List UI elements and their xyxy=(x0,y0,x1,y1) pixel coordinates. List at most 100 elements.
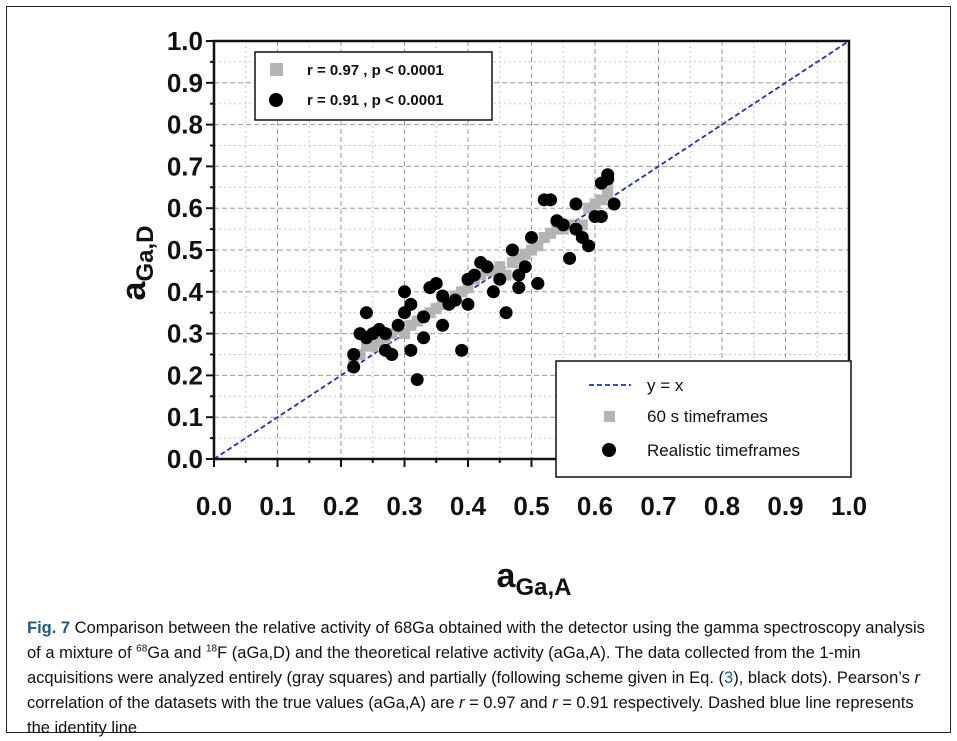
stats-legend-entry-2: r = 0.91 , p < 0.0001 xyxy=(307,92,444,109)
data-point-circle xyxy=(461,297,475,311)
stats-legend-square-marker xyxy=(270,63,283,76)
legend-entry-realistic: Realistic timeframes xyxy=(647,441,800,460)
data-point-square xyxy=(462,282,474,294)
data-point-circle xyxy=(417,310,431,324)
data-point-square xyxy=(545,227,557,239)
plot-border xyxy=(212,39,851,461)
data-point-square xyxy=(506,257,518,269)
data-point-square xyxy=(602,190,614,202)
data-point-circle xyxy=(455,343,469,357)
data-point-circle xyxy=(378,327,392,341)
data-point-square xyxy=(399,328,410,340)
figure-frame: 0.0 0.1 0.2 0.3 0.4 0.5 0.6 0.7 0.8 0.9 1.0 0.0 0.1… xyxy=(6,6,951,737)
y-tick-label: 1.0 xyxy=(167,26,203,56)
y-tick-label: 0.0 xyxy=(167,444,203,474)
data-point-circle xyxy=(544,193,558,207)
data-point-circle xyxy=(531,276,545,290)
data-point-square xyxy=(532,240,544,252)
figure-caption: Fig. 7 Comparison between the relative a… xyxy=(27,619,925,737)
legend-square-marker xyxy=(604,411,615,422)
data-point-square xyxy=(513,252,525,264)
data-point-circle xyxy=(347,348,361,361)
data-point-square xyxy=(360,340,372,352)
x-axis-label: aGa,A xyxy=(497,557,572,601)
x-tick-label: 0.1 xyxy=(259,491,295,521)
data-point-square xyxy=(583,202,595,214)
x-tick-label: 0.0 xyxy=(196,491,232,521)
stats-legend: r = 0.97 , p < 0.0001 r = 0.91 , p < 0.0… xyxy=(254,51,493,121)
data-point-circle xyxy=(398,285,411,299)
x-tick-label: 0.9 xyxy=(767,491,803,521)
y-tick-label: 0.3 xyxy=(167,319,203,349)
figure-number: Fig. 7 xyxy=(27,619,71,637)
data-point-circle xyxy=(467,268,481,282)
data-point-square xyxy=(494,261,506,273)
data-point-circle xyxy=(404,297,418,311)
series-legend: y = x 60 s timeframes Realistic timefram… xyxy=(555,360,852,478)
stats-legend-entry-1: r = 0.97 , p < 0.0001 xyxy=(307,62,444,79)
legend-entry-identity: y = x xyxy=(647,376,684,395)
data-point-circle xyxy=(607,197,621,211)
y-tick-label: 0.8 xyxy=(167,110,203,140)
x-tick-label: 0.8 xyxy=(704,491,740,521)
x-tick-label: 0.5 xyxy=(513,491,549,521)
data-point-square xyxy=(487,265,499,277)
data-point-circle xyxy=(404,343,418,357)
data-point-square xyxy=(602,181,614,193)
data-point-circle xyxy=(493,272,507,286)
data-point-square xyxy=(405,319,417,331)
data-point-circle xyxy=(359,306,373,320)
legend-entry-60s: 60 s timeframes xyxy=(647,407,768,426)
x-tick-labels: 0.0 0.1 0.2 0.3 0.4 0.5 0.6 0.7 0.8 0.9 1.0 xyxy=(196,491,867,521)
y-tick-labels: 0.0 0.1 0.2 0.3 0.4 0.5 0.6 0.7 0.8 0.9 1.0 xyxy=(167,26,204,474)
data-point-square xyxy=(367,340,379,352)
data-point-circle xyxy=(486,285,500,299)
data-point-circle xyxy=(347,360,361,374)
y-tick-label: 0.6 xyxy=(167,193,203,223)
data-point-square xyxy=(519,248,531,260)
data-point-square xyxy=(424,307,436,319)
x-tick-label: 0.4 xyxy=(450,491,487,521)
y-tick-label: 0.9 xyxy=(167,68,203,98)
y-tick-label: 0.4 xyxy=(167,277,204,307)
y-tick-label: 0.7 xyxy=(167,151,203,181)
data-point-square xyxy=(456,286,468,298)
data-point-circle xyxy=(556,218,570,232)
scatter-chart: 0.0 0.1 0.2 0.3 0.4 0.5 0.6 0.7 0.8 0.9 1.0 0.0 0.1… xyxy=(115,26,867,601)
data-point-circle xyxy=(601,168,615,182)
stats-legend-box xyxy=(254,51,493,121)
data-point-square xyxy=(589,198,601,210)
data-point-circle xyxy=(429,276,443,290)
x-tick-label: 0.6 xyxy=(577,491,613,521)
data-point-square xyxy=(411,315,423,327)
y-axis-label: aGa,D xyxy=(115,226,159,301)
data-point-circle xyxy=(410,373,424,387)
data-point-square xyxy=(526,244,537,256)
data-point-circle xyxy=(480,260,494,274)
data-point-square xyxy=(576,219,588,231)
data-point-circle xyxy=(505,243,519,257)
equation-link[interactable]: 3 xyxy=(724,669,734,687)
x-tick-label: 1.0 xyxy=(831,491,867,521)
y-tick-label: 0.5 xyxy=(167,235,203,265)
data-point-circle xyxy=(436,318,450,332)
data-point-square xyxy=(430,303,442,315)
x-tick-label: 0.2 xyxy=(323,491,359,521)
legend-circle-marker xyxy=(602,443,616,457)
data-point-circle xyxy=(563,251,577,265)
x-tick-label: 0.7 xyxy=(640,491,676,521)
y-tick-label: 0.1 xyxy=(167,402,203,432)
stats-legend-circle-marker xyxy=(269,93,283,107)
data-point-circle xyxy=(512,281,526,295)
data-point-circle xyxy=(391,318,405,332)
data-point-circle xyxy=(499,306,513,320)
data-point-circle xyxy=(594,210,608,224)
data-point-circle xyxy=(417,331,431,345)
data-point-circle xyxy=(385,348,399,361)
data-point-square xyxy=(500,269,512,281)
data-point-circle xyxy=(582,239,596,253)
y-tick-label: 0.2 xyxy=(167,360,203,390)
data-point-circle xyxy=(569,197,583,211)
data-point-circle xyxy=(448,293,462,307)
data-point-square xyxy=(595,194,607,206)
